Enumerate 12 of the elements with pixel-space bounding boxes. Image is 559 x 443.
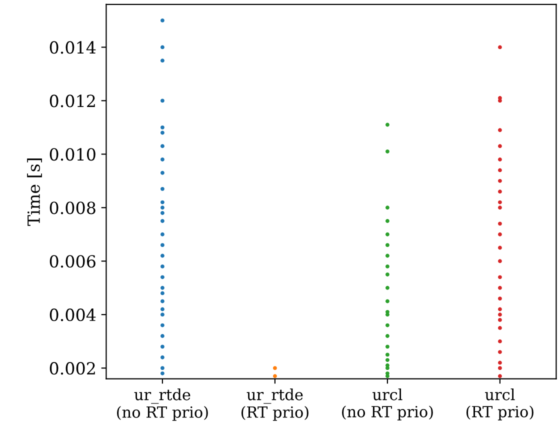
y-tick-label: 0.002: [50, 362, 95, 375]
x-tick-label: ur_rtde (no RT prio): [117, 388, 208, 421]
y-tick-label: 0.006: [50, 255, 96, 268]
y-axis-title: Time [s]: [27, 158, 42, 226]
y-tick-label: 0.012: [50, 94, 95, 108]
x-tick-label: urcl (no RT prio): [342, 388, 433, 420]
y-tick-label: 0.014: [50, 41, 96, 54]
y-tick-label: 0.004: [50, 308, 96, 322]
y-tick-label: 0.010: [50, 148, 96, 161]
x-tick-label: ur_rtde (RT prio): [241, 388, 308, 421]
y-tick-label: 0.008: [50, 202, 96, 214]
x-tick-label: urcl (RT prio): [466, 388, 534, 420]
